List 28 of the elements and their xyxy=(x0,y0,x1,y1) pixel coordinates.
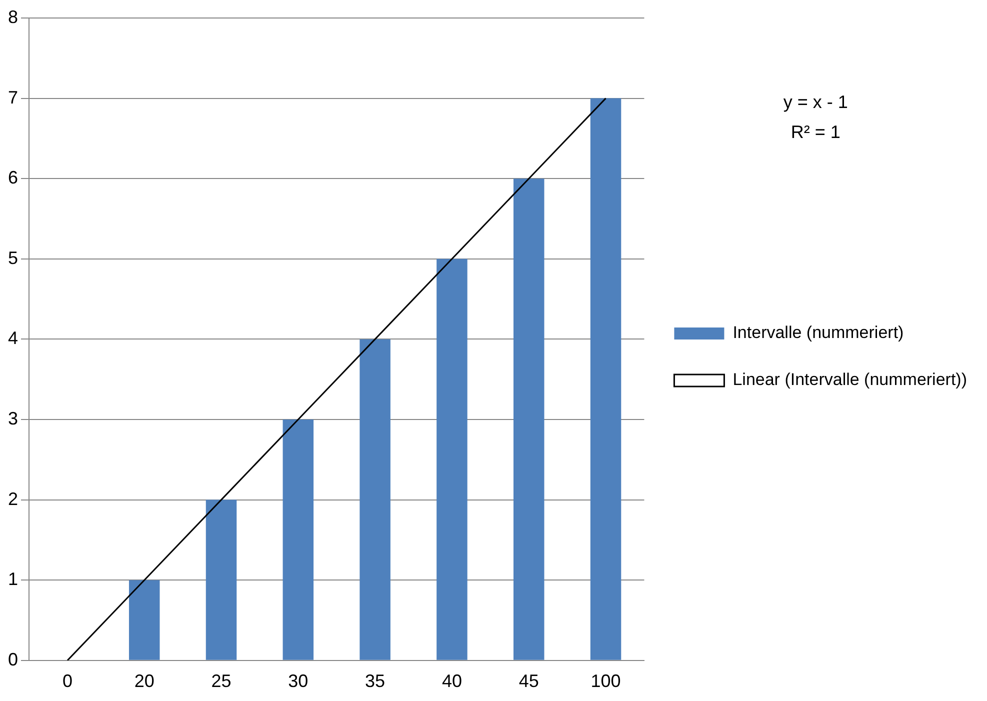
x-tick-label: 20 xyxy=(134,671,154,692)
x-tick-label: 40 xyxy=(442,671,462,692)
bar xyxy=(206,500,237,660)
y-tick-label: 6 xyxy=(8,168,18,188)
legend-label: Linear (Intervalle (nummeriert)) xyxy=(732,370,968,390)
text: R² = 1 xyxy=(790,122,840,142)
legend-label: Intervalle (nummeriert) xyxy=(732,323,904,342)
x-tick-label: 30 xyxy=(288,671,308,692)
x-tick-label: 100 xyxy=(590,671,621,692)
y-tick-label: 3 xyxy=(8,408,18,428)
text: y = x - 1 xyxy=(783,92,848,112)
y-tick-label: 8 xyxy=(8,6,18,27)
bar xyxy=(436,258,468,660)
x-tick-label: 35 xyxy=(365,671,386,692)
y-tick-label: 1 xyxy=(8,569,18,590)
y-tick-label: 7 xyxy=(8,87,18,108)
y-tick-label: 5 xyxy=(8,248,18,268)
y-tick-label: 0 xyxy=(8,649,18,670)
bar xyxy=(590,98,622,660)
y-tick-label: 2 xyxy=(8,488,18,509)
bar xyxy=(360,339,390,660)
x-tick-label: 0 xyxy=(62,671,72,692)
bar xyxy=(513,178,544,660)
y-tick-label: 4 xyxy=(8,328,18,348)
bar xyxy=(128,580,160,660)
bar xyxy=(282,420,314,660)
x-tick-label: 25 xyxy=(211,671,232,692)
x-tick-label: 45 xyxy=(518,671,539,692)
